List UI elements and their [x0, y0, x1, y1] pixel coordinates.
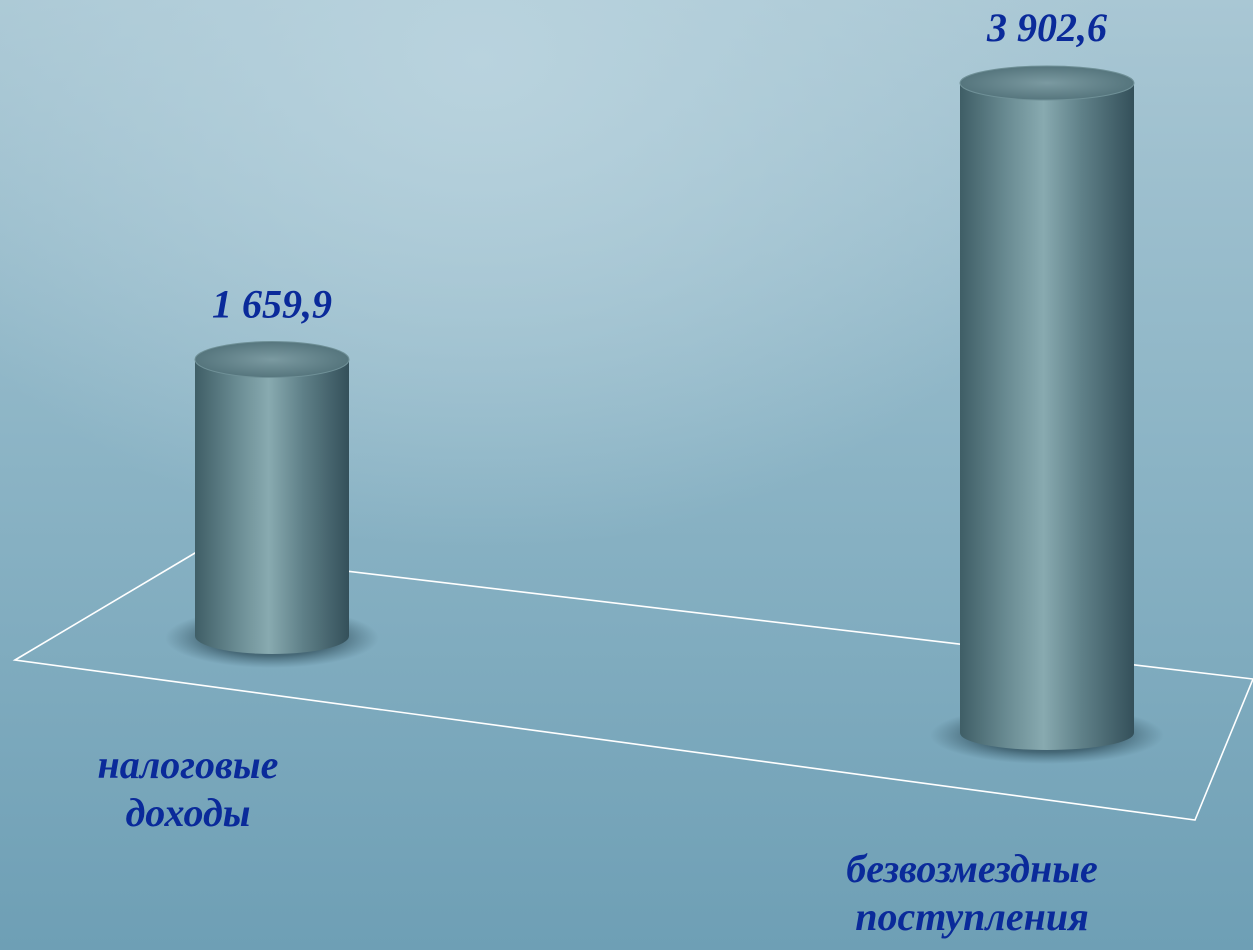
chart-floor — [12, 552, 1253, 821]
category-label-line: поступления — [855, 894, 1088, 939]
data-label-2: 3 902,6 — [986, 5, 1107, 50]
category-label-line: доходы — [125, 790, 250, 835]
bar-1-top — [194, 341, 350, 379]
bar-2 — [960, 83, 1134, 750]
category-label-2: безвозмездные поступления — [846, 846, 1097, 939]
bar-group — [165, 65, 1164, 764]
category-label-1: налоговые доходы — [98, 742, 279, 835]
label-group: 1 659,9 налоговые доходы 3 902,6 безвозмездн… — [98, 5, 1107, 939]
category-label-line: налоговые — [98, 742, 279, 787]
category-label-line: безвозмездные — [846, 846, 1097, 891]
bar-1 — [195, 359, 349, 654]
data-label-1: 1 659,9 — [212, 282, 332, 327]
bar-2-top — [959, 65, 1135, 101]
